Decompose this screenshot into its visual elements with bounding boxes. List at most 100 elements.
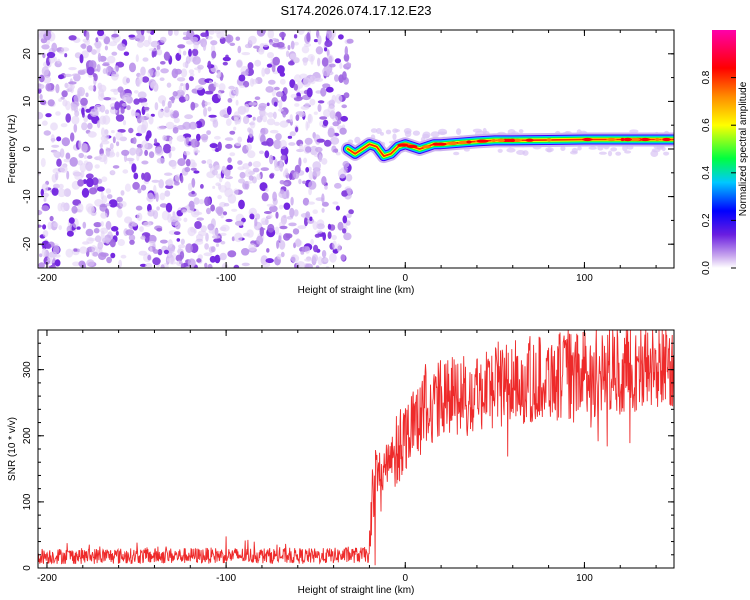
noise-blob	[252, 161, 261, 168]
noise-blob	[300, 105, 310, 110]
noise-blob	[103, 97, 111, 101]
noise-blob	[38, 262, 45, 268]
noise-blob	[265, 187, 269, 192]
hot-spot	[476, 139, 489, 143]
halo-blob	[385, 129, 392, 135]
noise-blob	[51, 42, 58, 53]
noise-blob	[193, 41, 199, 50]
noise-blob	[219, 252, 227, 261]
noise-blob	[316, 230, 323, 234]
noise-blob	[209, 30, 215, 35]
noise-blob	[220, 240, 226, 245]
noise-blob	[241, 217, 246, 223]
noise-blob	[308, 170, 314, 180]
noise-blob	[259, 111, 268, 116]
noise-blob	[261, 262, 271, 268]
noise-blob	[339, 127, 347, 135]
noise-blob	[110, 106, 115, 110]
noise-blob	[293, 209, 299, 217]
noise-blob	[208, 80, 213, 85]
noise-blob	[179, 251, 185, 260]
noise-blob	[261, 67, 266, 77]
noise-blob	[252, 116, 256, 121]
noise-blob	[172, 110, 180, 119]
noise-blob	[297, 225, 307, 230]
noise-blob	[67, 84, 75, 90]
hot-spot	[397, 143, 409, 147]
noise-blob	[191, 162, 197, 168]
noise-blob	[163, 143, 172, 154]
noise-blob	[138, 74, 143, 84]
noise-blob	[86, 177, 94, 188]
noise-blob	[148, 48, 158, 52]
noise-blob	[63, 188, 71, 197]
noise-blob	[168, 30, 173, 36]
noise-blob	[135, 33, 145, 43]
noise-blob	[111, 170, 115, 175]
noise-blob	[312, 161, 322, 171]
noise-blob	[283, 214, 287, 218]
noise-blob	[120, 254, 127, 259]
noise-blob	[229, 89, 236, 99]
noise-blob	[154, 146, 164, 156]
noise-blob	[332, 240, 337, 250]
noise-blob	[290, 254, 300, 263]
spectrogram-y-label: Frequency (Hz)	[7, 115, 18, 184]
noise-blob	[266, 118, 276, 126]
noise-blob	[212, 185, 216, 189]
noise-blob	[267, 52, 274, 59]
noise-blob	[159, 36, 167, 43]
noise-blob	[244, 43, 252, 49]
noise-blob	[193, 197, 200, 205]
noise-blob	[169, 109, 174, 115]
noise-blob	[272, 37, 277, 42]
halo-blob	[518, 129, 524, 134]
noise-blob	[152, 210, 159, 220]
noise-blob	[105, 220, 112, 230]
noise-blob	[273, 101, 278, 107]
noise-blob	[38, 74, 45, 83]
noise-blob	[183, 83, 187, 93]
noise-blob	[304, 137, 313, 145]
noise-blob	[300, 250, 305, 255]
noise-blob	[223, 202, 230, 207]
noise-blob	[65, 113, 71, 123]
noise-blob	[333, 148, 338, 153]
noise-blob	[194, 149, 201, 153]
noise-blob	[315, 46, 324, 55]
noise-blob	[188, 69, 195, 74]
noise-blob	[144, 149, 149, 156]
noise-blob	[184, 166, 191, 173]
noise-blob	[139, 263, 147, 267]
noise-blob	[293, 83, 298, 91]
noise-blob	[87, 131, 97, 138]
noise-blob	[247, 150, 256, 159]
noise-blob	[38, 224, 42, 228]
noise-blob	[279, 139, 287, 150]
noise-blob	[58, 225, 62, 231]
noise-blob	[301, 45, 310, 54]
noise-blob	[143, 39, 151, 48]
noise-blob	[239, 171, 246, 179]
noise-blob	[303, 144, 311, 155]
noise-blob	[243, 103, 250, 113]
noise-blob	[88, 237, 97, 242]
noise-blob	[246, 229, 254, 238]
noise-blob	[119, 201, 127, 208]
noise-blob	[102, 237, 111, 244]
noise-blob	[302, 180, 307, 184]
noise-blob	[196, 217, 204, 221]
noise-blob	[279, 162, 284, 172]
noise-blob	[237, 136, 243, 143]
noise-blob	[105, 203, 111, 207]
colorbar: 0.0 0.2 0.4 0.6 0.8 Normalized spectral ampl…	[701, 30, 749, 275]
noise-blob	[105, 149, 111, 157]
noise-blob	[55, 111, 61, 116]
noise-blob	[302, 58, 308, 66]
noise-blob	[269, 154, 274, 165]
noise-blob	[187, 183, 193, 191]
noise-blob	[201, 160, 207, 164]
noise-blob	[221, 262, 229, 268]
noise-blob	[198, 230, 207, 237]
